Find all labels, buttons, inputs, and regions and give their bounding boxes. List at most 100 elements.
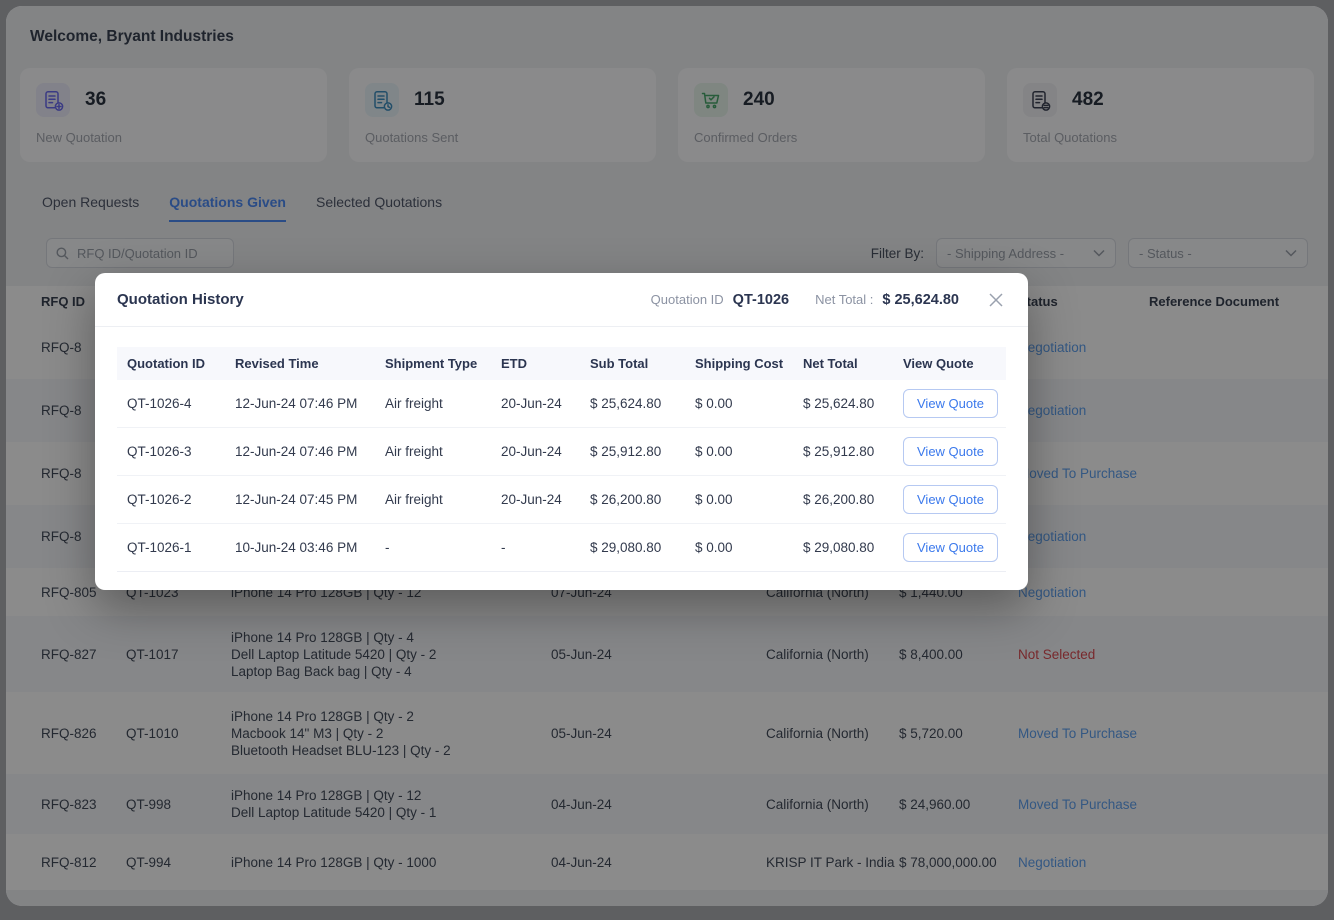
amount-cell: $ 24,960.00 <box>899 796 971 812</box>
history-quotation-id-cell: QT-1026-3 <box>127 444 192 459</box>
item-details-cell: iPhone 14 Pro 128GB | Qty - 12 Dell Lapto… <box>231 788 437 820</box>
history-shipment-type-cell: - <box>385 540 390 555</box>
history-header-row: Quotation ID Revised Time Shipment Type ETD… <box>117 347 1006 380</box>
status-link[interactable]: Moved To Purchase <box>1018 466 1138 481</box>
table-row[interactable]: RFQ-826 QT-1010 iPhone 14 Pro 128GB | Qt… <box>6 692 1328 774</box>
history-etd-cell: - <box>501 540 506 555</box>
history-net-total-cell: $ 29,080.80 <box>803 540 875 555</box>
header-reference-document: Reference Document <box>1149 293 1280 309</box>
status-link[interactable]: Not Selected <box>1018 646 1096 662</box>
history-row: QT-1026-1 10-Jun-24 03:46 PM - - $ 29,08… <box>117 524 1006 572</box>
history-header-quotation-id: Quotation ID <box>127 356 205 371</box>
net-total-label: Net Total : <box>815 292 874 307</box>
search-icon <box>56 247 69 260</box>
table-row[interactable]: RFQ-812 QT-994 iPhone 14 Pro 128GB | Qty… <box>6 834 1328 890</box>
amount-cell: $ 78,000,000.00 <box>899 854 997 870</box>
net-total-value: $ 25,624.80 <box>882 291 959 308</box>
status-filter[interactable]: - Status - <box>1128 238 1308 268</box>
status-link[interactable]: Negotiation <box>1018 340 1087 355</box>
date-cell: 05-Jun-24 <box>551 646 612 662</box>
cart-check-icon <box>694 83 728 117</box>
view-quote-button[interactable]: View Quote <box>903 437 998 466</box>
tab-quotations-given[interactable]: Quotations Given <box>169 194 286 222</box>
history-etd-cell: 20-Jun-24 <box>501 444 562 459</box>
quotation-new-icon <box>36 83 70 117</box>
item-details-cell: iPhone 14 Pro 128GB | Qty - 2 Macbook 14"… <box>231 708 451 758</box>
filter-by-label: Filter By: <box>870 245 924 261</box>
rfq-id-cell: RFQ-8 <box>41 466 82 481</box>
rfq-id-cell: RFQ-827 <box>41 646 97 662</box>
history-revised-time-cell: 12-Jun-24 07:46 PM <box>235 396 358 411</box>
stat-card: 115 Quotations Sent <box>349 68 656 162</box>
table-row[interactable]: RFQ-823 QT-998 iPhone 14 Pro 128GB | Qty… <box>6 774 1328 834</box>
search-input[interactable] <box>75 244 224 262</box>
table-row[interactable]: RFQ-8 Negotiation <box>6 316 1328 379</box>
history-sub-total-cell: $ 25,912.80 <box>590 444 662 459</box>
quotation-total-icon <box>1023 83 1057 117</box>
quotation-id-cell: QT-1017 <box>126 646 179 662</box>
page-title: Welcome, Bryant Industries <box>30 28 234 45</box>
shipping-address-cell: California (North) <box>766 646 869 662</box>
chevron-down-icon <box>1285 249 1297 257</box>
tab-selected-quotations[interactable]: Selected Quotations <box>315 194 443 210</box>
history-header-sub-total: Sub Total <box>590 356 649 371</box>
shipping-address-cell: California (North) <box>766 796 869 812</box>
history-row: QT-1026-4 12-Jun-24 07:46 PM Air freight… <box>117 380 1006 428</box>
amount-cell: $ 5,720.00 <box>899 725 963 741</box>
history-revised-time-cell: 12-Jun-24 07:45 PM <box>235 492 358 507</box>
rfq-id-cell: RFQ-8 <box>41 529 82 544</box>
status-link[interactable]: Moved To Purchase <box>1018 796 1138 812</box>
view-quote-button[interactable]: View Quote <box>903 389 998 418</box>
rfq-id-cell: RFQ-8 <box>41 403 82 418</box>
stat-value: 482 <box>1072 89 1104 110</box>
view-quote-button[interactable]: View Quote <box>903 485 998 514</box>
history-net-total-cell: $ 25,624.80 <box>803 396 875 411</box>
history-header-view-quote: View Quote <box>903 356 974 371</box>
quotation-id-cell: QT-1010 <box>126 725 179 741</box>
tab-open-requests[interactable]: Open Requests <box>42 194 140 210</box>
stat-label: New Quotation <box>36 130 122 145</box>
stat-label: Quotations Sent <box>365 130 459 145</box>
history-header-shipping-cost: Shipping Cost <box>695 356 784 371</box>
close-icon[interactable] <box>986 290 1006 310</box>
shipping-address-filter[interactable]: - Shipping Address - <box>936 238 1116 268</box>
stat-label: Total Quotations <box>1023 130 1117 145</box>
item-details-cell: iPhone 14 Pro 128GB | Qty - 4 Dell Laptop… <box>231 629 437 679</box>
search-input-wrapper[interactable] <box>46 238 234 268</box>
history-shipping-cost-cell: $ 0.00 <box>695 396 733 411</box>
amount-cell: $ 8,400.00 <box>899 646 963 662</box>
modal-meta: Quotation ID QT-1026 Net Total : $ 25,62… <box>651 290 1006 310</box>
history-net-total-cell: $ 26,200.80 <box>803 492 875 507</box>
header-rfq-id: RFQ ID <box>41 293 86 309</box>
history-header-etd: ETD <box>501 356 527 371</box>
history-header-revised-time: Revised Time <box>235 356 319 371</box>
status-link[interactable]: Moved To Purchase <box>1018 725 1138 741</box>
chevron-down-icon <box>1093 249 1105 257</box>
table-row[interactable]: RFQ-827 QT-1017 iPhone 14 Pro 128GB | Qt… <box>6 616 1328 692</box>
table-row[interactable]: RFQ-8 Moved To Purchase <box>6 442 1328 505</box>
stat-card: 240 Confirmed Orders <box>678 68 985 162</box>
stat-card: 482 Total Quotations <box>1007 68 1314 162</box>
status-link[interactable]: Negotiation <box>1018 529 1087 544</box>
history-header-shipment-type: Shipment Type <box>385 356 478 371</box>
history-sub-total-cell: $ 29,080.80 <box>590 540 662 555</box>
history-quotation-id-cell: QT-1026-1 <box>127 540 192 555</box>
history-header-net-total: Net Total <box>803 356 858 371</box>
quotation-id-label: Quotation ID <box>650 292 724 307</box>
modal-title: Quotation History <box>117 291 244 308</box>
date-cell: 05-Jun-24 <box>551 725 612 741</box>
view-quote-button[interactable]: View Quote <box>903 533 998 562</box>
status-link[interactable]: Negotiation <box>1018 584 1087 600</box>
rfq-id-cell: RFQ-823 <box>41 796 97 812</box>
history-sub-total-cell: $ 26,200.80 <box>590 492 662 507</box>
status-link[interactable]: Negotiation <box>1018 403 1087 418</box>
history-shipping-cost-cell: $ 0.00 <box>695 492 733 507</box>
tab-bar: Open Requests Quotations Given Selected Qu… <box>42 194 1328 222</box>
quotation-sent-icon <box>365 83 399 117</box>
stat-card: 36 New Quotation <box>20 68 327 162</box>
history-shipping-cost-cell: $ 0.00 <box>695 540 733 555</box>
date-cell: 04-Jun-24 <box>551 796 612 812</box>
quotation-history-modal: Quotation History Quotation ID QT-1026 N… <box>95 273 1028 590</box>
toolbar: Filter By: - Shipping Address - - Status… <box>26 238 1308 268</box>
status-link[interactable]: Negotiation <box>1018 854 1087 870</box>
